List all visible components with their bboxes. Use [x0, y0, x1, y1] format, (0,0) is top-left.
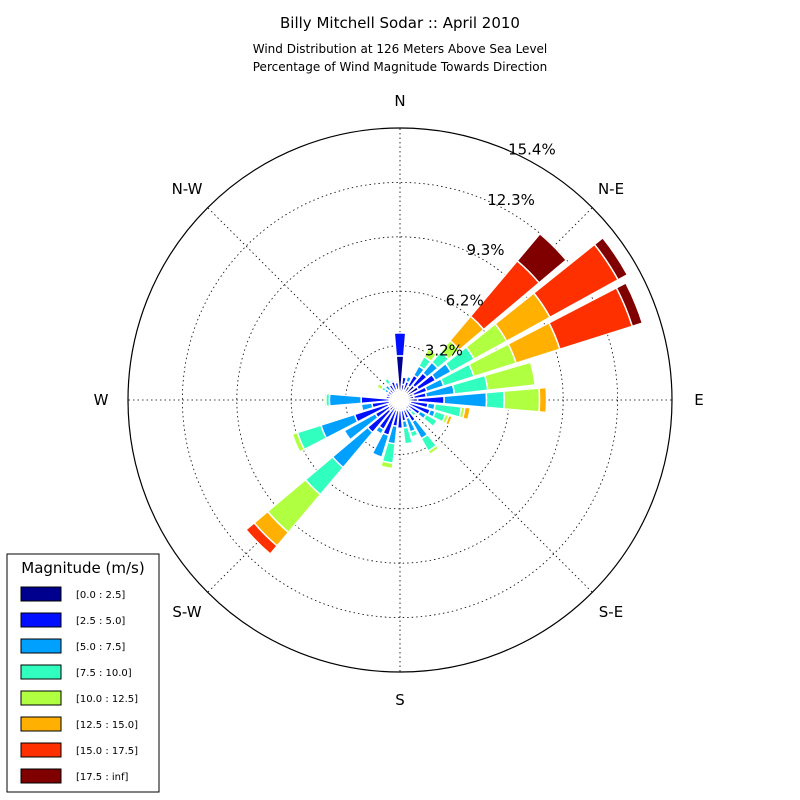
legend-title: Magnitude (m/s) [21, 559, 144, 577]
grid-spoke-4 [399, 399, 593, 593]
ring-label-3: 9.3% [466, 241, 504, 259]
direction-labels: N N-E E S-E S S-W W N-W [94, 92, 704, 709]
bar-sector-11-bin-3 [422, 413, 439, 428]
chart-subtitle-line-2: Percentage of Wind Magnitude Towards Dir… [253, 60, 547, 74]
bar-sector-4-bin-7 [516, 232, 568, 284]
bar-sector-23-bin-2 [360, 402, 374, 412]
bar-sector-20-bin-6 [244, 521, 279, 556]
bar-sector-0-bin-1 [393, 332, 407, 357]
wind-bars [244, 232, 644, 556]
bar-sector-19-bin-2 [374, 425, 385, 436]
bar-sector-3-bin-4 [422, 347, 438, 363]
legend-swatch-4 [20, 664, 62, 680]
bar-sector-30-bin-2 [389, 378, 396, 384]
legend-label-4: [7.5 : 10.0] [76, 668, 132, 679]
grid-ring-4 [181, 181, 619, 619]
legend-swatch-2 [20, 612, 62, 628]
bar-sector-29-bin-3 [383, 377, 392, 386]
legend-label-5: [10.0 : 12.5] [76, 694, 138, 705]
legend-items: [0.0 : 2.5] [2.5 : 5.0] [5.0 : 7.5] [7.5 : … [20, 586, 138, 784]
direction-label-n: N [394, 92, 405, 110]
ring-label-2: 6.2% [446, 291, 484, 309]
bar-sector-7-bin-4 [483, 361, 536, 392]
ring-labels: 3.2% 6.2% 9.3% 12.3% 15.4% [425, 141, 556, 360]
legend-label-1: [0.0 : 2.5] [76, 590, 125, 601]
legend-swatch-3 [20, 638, 62, 654]
bar-sector-10-bin-5 [444, 414, 454, 427]
bar-sector-15-bin-3 [402, 426, 414, 445]
legend-label-6: [12.5 : 15.0] [76, 720, 138, 731]
bar-sector-6-bin-7 [615, 281, 644, 328]
chart-subtitle-line-1: Wind Distribution at 126 Meters Above Se… [253, 42, 548, 56]
legend: Magnitude (m/s) [0.0 : 2.5] [2.5 : 5.0] [5… [6, 553, 160, 793]
bar-sector-8-bin-5 [538, 386, 548, 414]
ring-label-5: 15.4% [508, 141, 556, 159]
legend-swatch-1 [20, 586, 62, 602]
bar-sector-31-bin-1 [394, 381, 400, 391]
direction-label-s-e: S-E [599, 603, 623, 621]
legend-swatch-5 [20, 690, 62, 706]
direction-label-n-e: N-E [598, 180, 624, 198]
legend-swatch-6 [20, 716, 62, 732]
grid-spoke-8 [207, 207, 401, 401]
legend-label-7: [15.0 : 17.5] [76, 746, 138, 757]
bar-sector-24-bin-4 [323, 392, 327, 408]
bar-sector-22-bin-4 [291, 431, 306, 454]
bar-sector-5-bin-7 [593, 236, 629, 281]
ring-label-4: 12.3% [487, 191, 535, 209]
legend-swatch-7 [20, 742, 62, 758]
bar-sector-24-bin-2 [328, 393, 363, 407]
bar-sector-13-bin-4 [427, 444, 440, 456]
legend-label-8: [17.5 : inf] [76, 772, 129, 783]
bar-sector-21-bin-2 [343, 412, 379, 441]
direction-label-s-w: S-W [172, 603, 201, 621]
direction-label-n-w: N-W [172, 180, 203, 198]
legend-label-3: [5.0 : 7.5] [76, 642, 125, 653]
bar-sector-8-bin-3 [485, 390, 505, 410]
direction-label-s: S [395, 691, 405, 709]
chart-title: Billy Mitchell Sodar :: April 2010 [280, 14, 520, 32]
grid-ring-5 [127, 127, 673, 673]
bar-sector-27-bin-4 [375, 382, 385, 391]
legend-swatch-8 [20, 768, 62, 784]
direction-label-e: E [694, 391, 703, 409]
legend-label-2: [2.5 : 5.0] [76, 616, 125, 627]
ring-label-1: 3.2% [425, 342, 463, 360]
bar-sector-9-bin-5 [461, 406, 472, 421]
bar-sector-17-bin-4 [379, 460, 394, 470]
direction-label-w: W [94, 391, 109, 409]
bar-sector-8-bin-4 [503, 387, 541, 413]
bar-sector-18-bin-2 [371, 431, 390, 459]
bar-sector-14-bin-3 [409, 428, 419, 438]
